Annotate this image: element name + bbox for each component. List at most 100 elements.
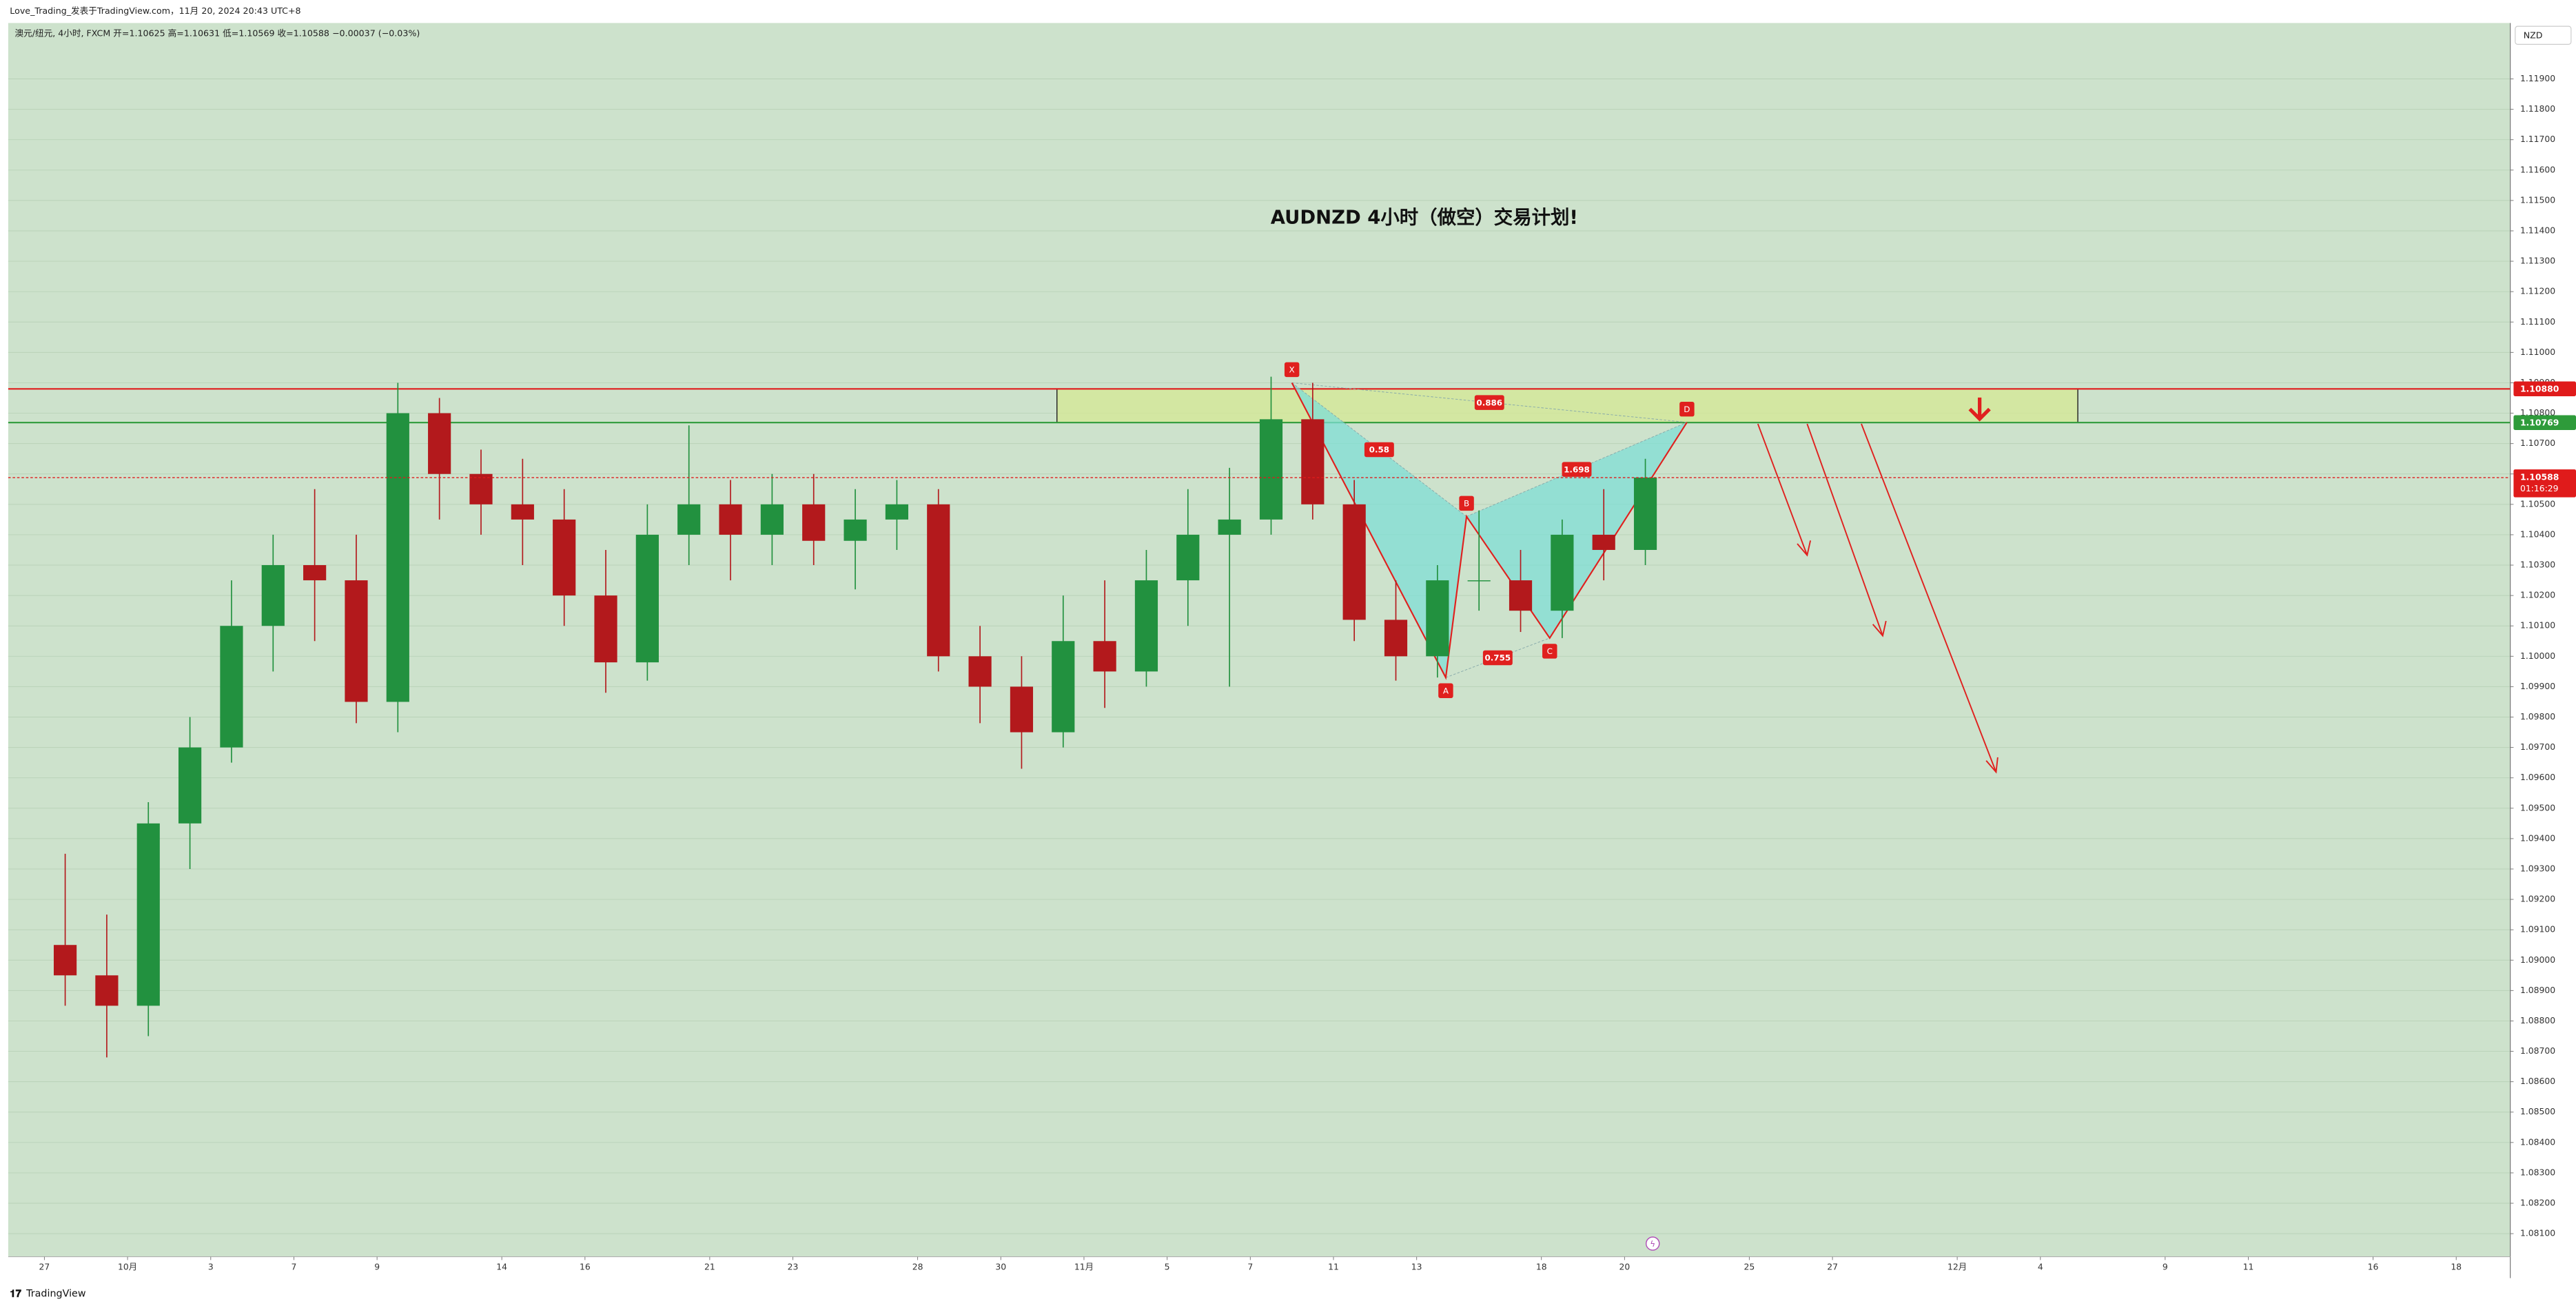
- candle-body: [968, 656, 992, 687]
- y-tick-label: 1.09700: [2520, 742, 2555, 752]
- candle-body: [178, 747, 202, 824]
- candle-body: [345, 580, 368, 702]
- x-tick-label: 30: [995, 1262, 1006, 1272]
- price-label: 1.10880: [2520, 383, 2559, 394]
- projection-arrows: [1757, 397, 1999, 774]
- price-label-box: [2513, 415, 2576, 430]
- currency-box: [2515, 25, 2572, 45]
- x-tick-label: 23: [788, 1262, 799, 1272]
- point-label: C: [1547, 646, 1553, 656]
- symbol-legend: 澳元/纽元, 4小时, FXCM 开=1.10625 高=1.10631 低=1…: [14, 28, 420, 38]
- y-tick-label: 1.09300: [2520, 863, 2555, 873]
- y-tick-label: 1.11400: [2520, 225, 2555, 235]
- ratio-label: 0.755: [1485, 653, 1511, 663]
- x-tick-label: 20: [1619, 1262, 1631, 1272]
- x-tick-label: 11: [1328, 1262, 1339, 1272]
- x-tick-label: 11月: [1074, 1262, 1094, 1272]
- y-tick-label: 1.08800: [2520, 1015, 2555, 1025]
- candle-body: [261, 565, 285, 626]
- y-tick-label: 1.09500: [2520, 802, 2555, 813]
- candle-body: [220, 626, 243, 748]
- last-price-box: [2513, 469, 2576, 498]
- candle-body: [844, 519, 867, 541]
- x-tick-label: 11: [2243, 1262, 2254, 1272]
- y-tick-label: 1.11600: [2520, 164, 2555, 174]
- price-label-box: [2513, 381, 2576, 397]
- candle-body: [594, 595, 617, 663]
- candle-body: [1467, 580, 1491, 582]
- x-tick-label: 16: [580, 1262, 591, 1272]
- candle-body: [1052, 641, 1075, 733]
- y-tick-label: 1.08600: [2520, 1076, 2555, 1086]
- point-label: D: [1684, 405, 1690, 414]
- pattern-leg: [1291, 382, 1688, 680]
- y-tick-label: 1.10800: [2520, 407, 2555, 418]
- candle-body: [1509, 580, 1533, 611]
- point-box: [1459, 495, 1474, 511]
- ratio-box: [1562, 462, 1592, 477]
- y-tick-label: 1.08500: [2520, 1106, 2555, 1116]
- y-tick-label: 1.08100: [2520, 1228, 2555, 1238]
- x-tick-label: 9: [374, 1262, 380, 1272]
- point-box: [1542, 644, 1557, 659]
- y-tick-label: 1.11800: [2520, 103, 2555, 114]
- arrow: [1806, 423, 1883, 636]
- candle-body: [1551, 534, 1574, 611]
- x-tick-label: 3: [208, 1262, 214, 1272]
- countdown: 01:16:29: [2520, 483, 2559, 493]
- candle-body: [1301, 419, 1325, 504]
- arrow-head: [1797, 540, 1812, 557]
- point-label: B: [1464, 499, 1469, 509]
- point-box: [1679, 401, 1695, 417]
- logo-mark: 𝟏𝟕: [10, 1287, 21, 1300]
- y-tick-label: 1.08400: [2520, 1136, 2555, 1147]
- candle-body: [386, 413, 409, 702]
- plot-layer: [8, 376, 2511, 1058]
- x-tick-label: 9: [2163, 1262, 2168, 1272]
- candle-body: [1384, 620, 1408, 657]
- x-tick-label: 13: [1411, 1262, 1422, 1272]
- x-tick-label: 7: [1247, 1262, 1253, 1272]
- flash-icon: [1645, 1236, 1660, 1251]
- footer-brand: TradingView: [25, 1288, 86, 1299]
- x-tick-label: 4: [2038, 1262, 2043, 1272]
- y-tick-label: 1.10200: [2520, 590, 2555, 600]
- candle-body: [428, 413, 451, 474]
- candle-body: [95, 975, 119, 1006]
- candle-body: [1592, 534, 1615, 550]
- candle-body: [53, 945, 77, 976]
- candle-body: [677, 504, 701, 535]
- x-tick-label: 27: [1827, 1262, 1838, 1272]
- supply-zone: [1056, 388, 2078, 423]
- y-tick-label: 1.08300: [2520, 1167, 2555, 1177]
- y-tick-label: 1.10500: [2520, 498, 2555, 509]
- x-tick-label: 27: [39, 1262, 50, 1272]
- y-tick-label: 1.09600: [2520, 772, 2555, 782]
- point-box: [1438, 683, 1453, 698]
- y-tick-label: 1.09000: [2520, 954, 2555, 965]
- candle-body: [469, 473, 493, 504]
- point-label: X: [1289, 365, 1295, 375]
- x-tick-label: 21: [704, 1262, 715, 1272]
- last-price-label: 1.10588: [2520, 472, 2559, 482]
- currency: NZD: [2524, 30, 2543, 40]
- candle-body: [511, 504, 534, 520]
- candle-body: [1218, 519, 1241, 535]
- flash-glyph: ϟ: [1650, 1239, 1655, 1249]
- x-tick-label: 5: [1165, 1262, 1170, 1272]
- y-tick-label: 1.10700: [2520, 438, 2555, 448]
- price-label: 1.10769: [2520, 417, 2559, 427]
- candle-body: [1093, 641, 1116, 672]
- candle-body: [1633, 478, 1657, 550]
- plot-area: [8, 23, 2511, 1257]
- grid: [8, 79, 2511, 1234]
- candle-body: [136, 823, 160, 1006]
- ratio-label: 0.58: [1369, 445, 1389, 455]
- chart-title: AUDNZD 4小时（做空）交易计划!: [1271, 207, 1578, 229]
- x-tick-label: 10月: [118, 1262, 137, 1272]
- x-tick-label: 14: [496, 1262, 507, 1272]
- y-tick-label: 1.08900: [2520, 985, 2555, 995]
- candle-body: [760, 504, 784, 535]
